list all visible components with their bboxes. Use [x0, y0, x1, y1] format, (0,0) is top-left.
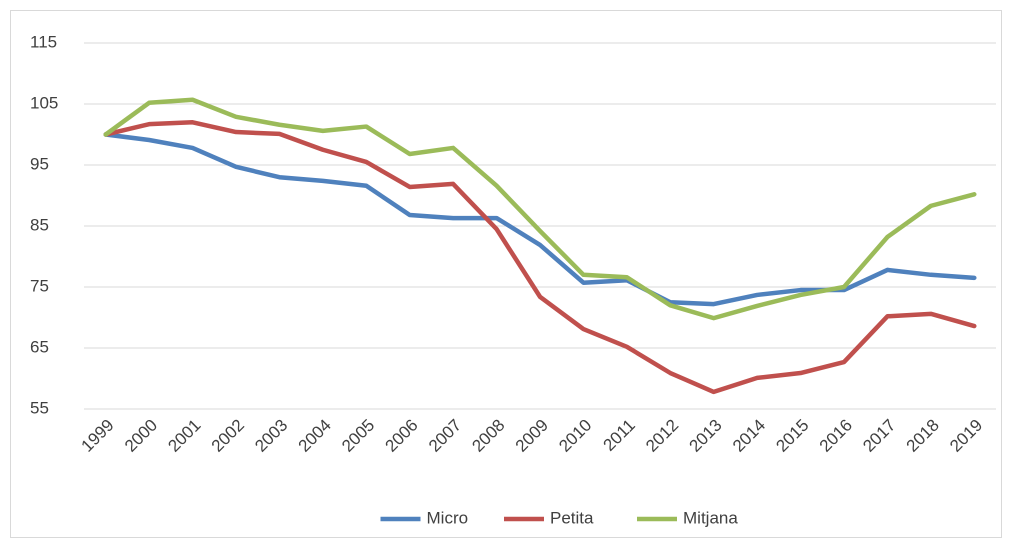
- y-tick-label: 95: [30, 154, 49, 173]
- y-tick-label: 105: [30, 93, 58, 112]
- y-tick-label: 75: [30, 276, 49, 295]
- legend-item: Mitjana: [637, 508, 738, 527]
- data-line: [103, 120, 977, 395]
- legend-label: Petita: [550, 508, 594, 527]
- chart-frame: [10, 10, 1002, 538]
- legend-label: Micro: [427, 508, 469, 527]
- y-tick-label: 85: [30, 215, 49, 234]
- y-tick-label: 55: [30, 398, 49, 417]
- legend-item: Petita: [504, 508, 594, 527]
- data-line: [103, 97, 977, 321]
- y-tick-label: 65: [30, 337, 49, 356]
- y-tick-label: 115: [30, 32, 57, 51]
- legend-item: Micro: [380, 508, 469, 527]
- legend-label: Mitjana: [683, 508, 738, 527]
